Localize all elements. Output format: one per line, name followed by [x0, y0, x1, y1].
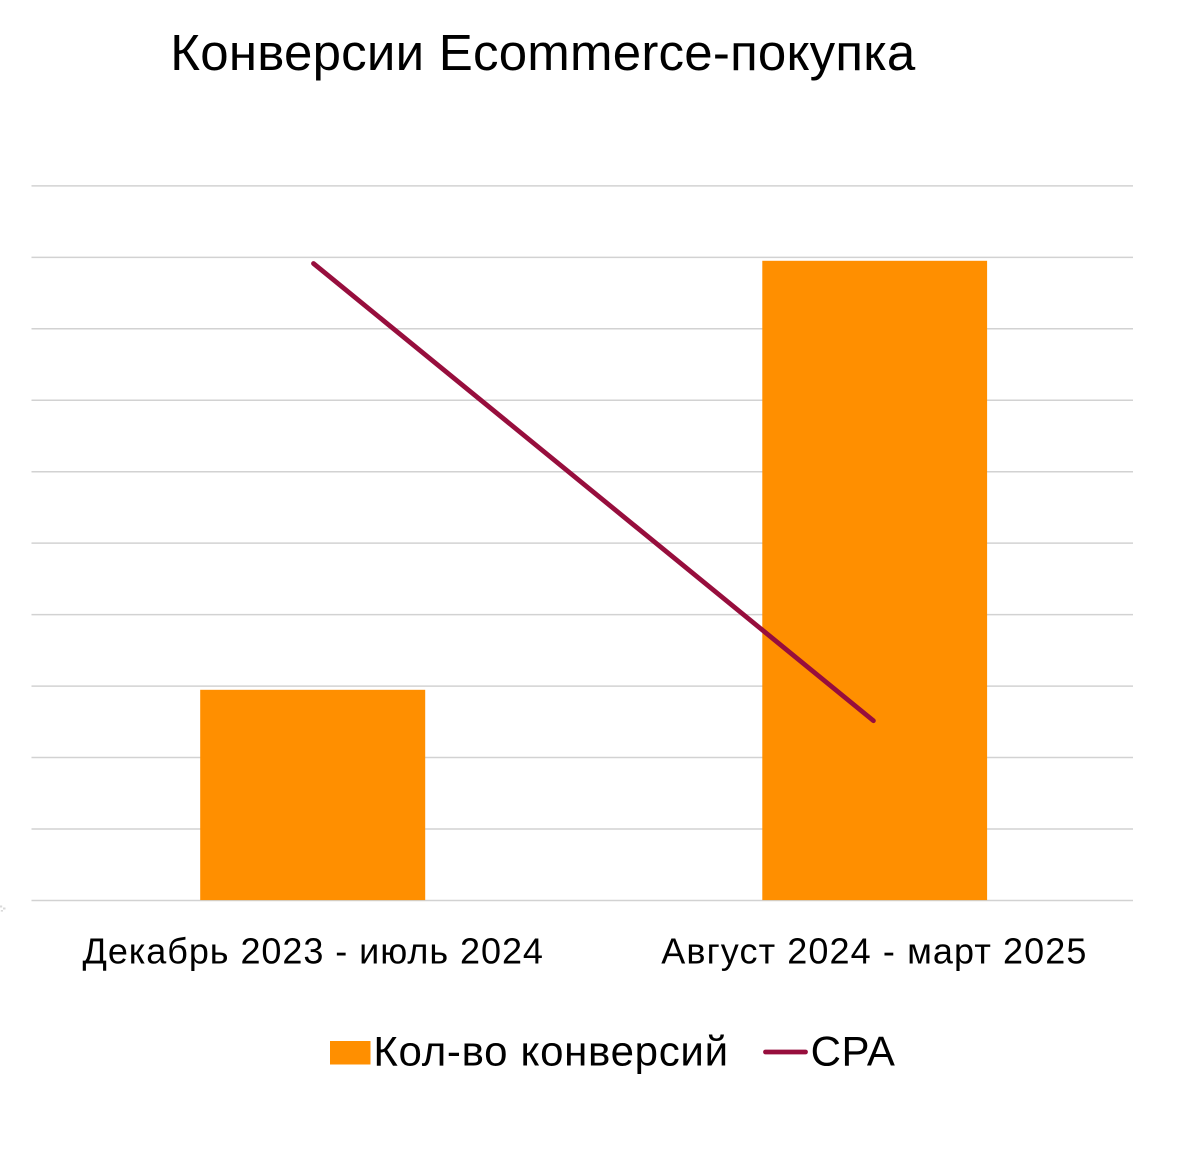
- svg-text:Декабрь 2023 - июль 2024: Декабрь 2023 - июль 2024: [82, 931, 543, 972]
- svg-text:Конверсии Ecommerce-покупка: Конверсии Ecommerce-покупка: [170, 24, 916, 81]
- svg-text:Август 2024 - март 2025: Август 2024 - март 2025: [661, 931, 1087, 972]
- svg-text:CPA: CPA: [811, 1028, 896, 1075]
- svg-text:Кол-во конверсий: Кол-во конверсий: [373, 1028, 728, 1075]
